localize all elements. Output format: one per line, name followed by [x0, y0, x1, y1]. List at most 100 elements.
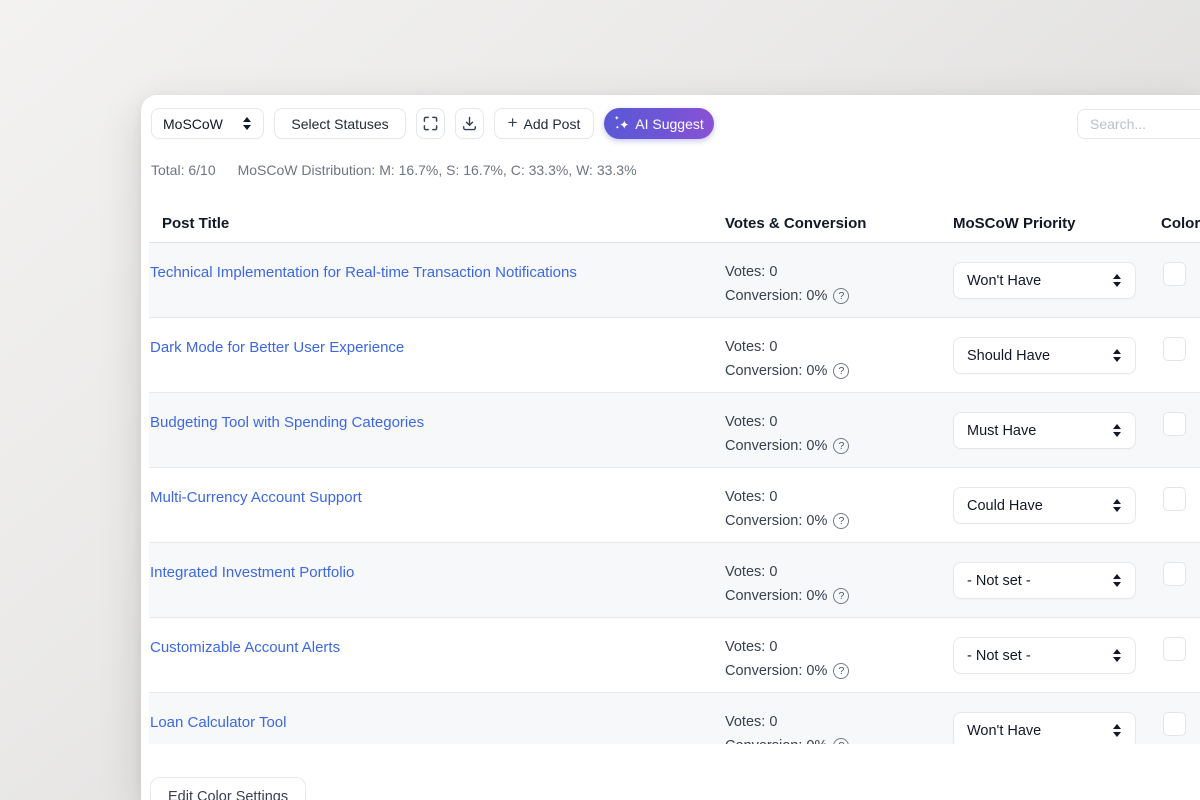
- help-icon[interactable]: ?: [833, 288, 850, 304]
- votes-conversion-cell: Votes: 0 Conversion: 0% ?: [725, 243, 953, 317]
- ai-suggest-button[interactable]: ✦ ✦ ✦ AI Suggest: [604, 108, 714, 139]
- post-title-cell: Budgeting Tool with Spending Categories: [149, 393, 725, 467]
- priority-cell: Won't Have: [953, 243, 1161, 317]
- help-icon[interactable]: ?: [833, 663, 850, 679]
- total-count: Total: 6/10: [151, 162, 216, 178]
- conversion-rate: Conversion: 0%: [725, 588, 828, 604]
- edit-color-settings-label: Edit Color Settings: [168, 789, 289, 800]
- post-title-link[interactable]: Loan Calculator Tool: [150, 714, 287, 731]
- footer: Edit Color Settings: [150, 777, 1200, 800]
- votes-count: Votes: 0: [725, 264, 778, 280]
- select-statuses-button[interactable]: Select Statuses: [274, 108, 406, 139]
- post-title-cell: Integrated Investment Portfolio: [149, 543, 725, 617]
- priority-select[interactable]: Could Have: [953, 487, 1136, 524]
- table-body: Technical Implementation for Real-time T…: [149, 243, 1200, 744]
- votes-conversion-cell: Votes: 0 Conversion: 0% ?: [725, 543, 953, 617]
- table-row: Dark Mode for Better User Experience Vot…: [149, 318, 1200, 393]
- post-title-cell: Customizable Account Alerts: [149, 618, 725, 692]
- color-cell: [1161, 243, 1200, 317]
- help-icon[interactable]: ?: [833, 738, 850, 744]
- conversion-rate: Conversion: 0%: [725, 663, 828, 679]
- priority-select-value: Must Have: [967, 422, 1037, 439]
- post-title-link[interactable]: Integrated Investment Portfolio: [150, 564, 355, 581]
- stats-bar: Total: 6/10 MoSCoW Distribution: M: 16.7…: [151, 160, 1200, 180]
- color-swatch[interactable]: [1163, 487, 1186, 511]
- table-row: Integrated Investment Portfolio Votes: 0…: [149, 543, 1200, 618]
- votes-count: Votes: 0: [725, 414, 778, 430]
- post-title-link[interactable]: Technical Implementation for Real-time T…: [150, 264, 577, 281]
- color-cell: [1161, 468, 1200, 542]
- moscow-distribution: MoSCoW Distribution: M: 16.7%, S: 16.7%,…: [237, 162, 637, 178]
- priority-cell: - Not set -: [953, 543, 1161, 617]
- table-row: Budgeting Tool with Spending Categories …: [149, 393, 1200, 468]
- post-title-link[interactable]: Customizable Account Alerts: [150, 639, 341, 656]
- help-icon[interactable]: ?: [833, 513, 850, 529]
- search-input[interactable]: [1077, 109, 1200, 139]
- priority-select-value: Won't Have: [967, 722, 1042, 739]
- priority-select-value: Should Have: [967, 347, 1051, 364]
- priority-cell: - Not set -: [953, 618, 1161, 692]
- fullscreen-button[interactable]: [416, 108, 445, 139]
- updown-arrows-icon: [1113, 274, 1122, 287]
- votes-conversion-cell: Votes: 0 Conversion: 0% ?: [725, 318, 953, 392]
- post-title-link[interactable]: Dark Mode for Better User Experience: [150, 339, 405, 356]
- view-mode-select-value: MoSCoW: [163, 115, 223, 132]
- priority-select-value: - Not set -: [967, 572, 1031, 589]
- export-button[interactable]: [455, 108, 484, 139]
- color-swatch[interactable]: [1163, 637, 1186, 661]
- priority-select[interactable]: - Not set -: [953, 562, 1136, 599]
- color-cell: [1161, 543, 1200, 617]
- post-title-cell: Multi-Currency Account Support: [149, 468, 725, 542]
- votes-conversion-cell: Votes: 0 Conversion: 0% ?: [725, 693, 953, 744]
- help-icon[interactable]: ?: [833, 588, 850, 604]
- updown-arrows-icon: [1113, 574, 1122, 587]
- sparkles-icon: ✦ ✦ ✦: [614, 115, 630, 132]
- votes-count: Votes: 0: [725, 639, 778, 655]
- priority-select[interactable]: Won't Have: [953, 262, 1136, 299]
- priority-select[interactable]: Must Have: [953, 412, 1136, 449]
- help-icon[interactable]: ?: [833, 438, 850, 454]
- table-row: Multi-Currency Account Support Votes: 0 …: [149, 468, 1200, 543]
- updown-arrows-icon: [1113, 649, 1122, 662]
- priority-select[interactable]: Should Have: [953, 337, 1136, 374]
- help-icon[interactable]: ?: [833, 363, 850, 379]
- add-post-button[interactable]: + Add Post: [494, 108, 594, 139]
- table-row: Loan Calculator Tool Votes: 0 Conversion…: [149, 693, 1200, 744]
- priority-select[interactable]: Won't Have: [953, 712, 1136, 744]
- color-swatch[interactable]: [1163, 412, 1186, 436]
- votes-count: Votes: 0: [725, 564, 778, 580]
- updown-arrows-icon: [1113, 424, 1122, 437]
- priority-select[interactable]: - Not set -: [953, 637, 1136, 674]
- votes-conversion-cell: Votes: 0 Conversion: 0% ?: [725, 468, 953, 542]
- color-cell: [1161, 318, 1200, 392]
- column-header-moscow-priority: MoSCoW Priority: [953, 215, 1076, 232]
- post-title-link[interactable]: Multi-Currency Account Support: [150, 489, 362, 506]
- color-swatch[interactable]: [1163, 337, 1186, 361]
- color-cell: [1161, 393, 1200, 467]
- priority-select-value: - Not set -: [967, 647, 1031, 664]
- color-swatch[interactable]: [1163, 562, 1186, 586]
- conversion-rate: Conversion: 0%: [725, 513, 828, 529]
- post-title-cell: Dark Mode for Better User Experience: [149, 318, 725, 392]
- post-title-cell: Technical Implementation for Real-time T…: [149, 243, 725, 317]
- priority-select-value: Could Have: [967, 497, 1043, 514]
- table-header-row: Post Title Votes & Conversion MoSCoW Pri…: [149, 205, 1200, 243]
- view-mode-select[interactable]: MoSCoW: [151, 108, 264, 139]
- edit-color-settings-button[interactable]: Edit Color Settings: [150, 777, 307, 800]
- table-row: Customizable Account Alerts Votes: 0 Con…: [149, 618, 1200, 693]
- main-panel: MoSCoW Select Statuses + Add Post ✦ ✦ ✦: [141, 95, 1200, 800]
- column-header-color: Color: [1161, 215, 1200, 232]
- color-cell: [1161, 618, 1200, 692]
- fullscreen-icon: [423, 116, 438, 131]
- color-swatch[interactable]: [1163, 712, 1186, 736]
- color-cell: [1161, 693, 1200, 744]
- post-title-cell: Loan Calculator Tool: [149, 693, 725, 744]
- priority-cell: Must Have: [953, 393, 1161, 467]
- conversion-rate: Conversion: 0%: [725, 363, 828, 379]
- priority-cell: Should Have: [953, 318, 1161, 392]
- conversion-rate: Conversion: 0%: [725, 288, 828, 304]
- posts-table: Post Title Votes & Conversion MoSCoW Pri…: [149, 205, 1200, 744]
- post-title-link[interactable]: Budgeting Tool with Spending Categories: [150, 414, 425, 431]
- color-swatch[interactable]: [1163, 262, 1186, 286]
- conversion-rate: Conversion: 0%: [725, 734, 827, 744]
